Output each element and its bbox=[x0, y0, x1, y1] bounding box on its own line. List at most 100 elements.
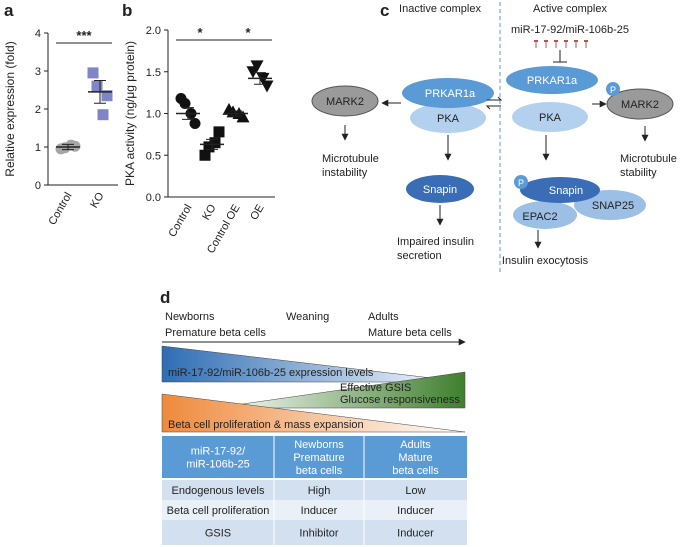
header-cell: beta cells bbox=[392, 465, 439, 477]
cell: Inducer bbox=[397, 505, 434, 517]
effect: Insulin exocytosis bbox=[502, 255, 589, 267]
stage: Adults bbox=[368, 311, 399, 323]
stage: Newborns bbox=[165, 311, 215, 323]
trend-gsis bbox=[214, 371, 466, 409]
significance: * bbox=[245, 25, 251, 40]
panel-label: a bbox=[4, 1, 14, 20]
significance: * bbox=[197, 25, 203, 40]
point bbox=[101, 90, 113, 102]
effect: Impaired insulin secretion bbox=[397, 236, 474, 262]
node-label: MARK2 bbox=[326, 96, 364, 108]
point bbox=[65, 139, 77, 151]
y-tick-label: 3 bbox=[35, 66, 41, 78]
cell: Low bbox=[405, 485, 425, 497]
epac2 bbox=[513, 201, 577, 229]
table-row bbox=[162, 500, 467, 520]
cell: Inhibitor bbox=[299, 528, 338, 540]
error-bar bbox=[254, 72, 266, 85]
cell: Inducer bbox=[301, 505, 338, 517]
line: instability bbox=[322, 167, 368, 179]
active-title: Active complex bbox=[533, 3, 607, 15]
snapin bbox=[520, 177, 600, 203]
inhibit bbox=[553, 50, 567, 63]
trend-mirna bbox=[161, 345, 466, 383]
cell: GSIS bbox=[205, 528, 231, 540]
stage: Weaning bbox=[286, 311, 329, 323]
header-cell: beta cells bbox=[296, 465, 343, 477]
error-bar bbox=[94, 80, 106, 104]
x-tick-label: OE bbox=[248, 203, 266, 223]
table-header bbox=[162, 436, 467, 478]
effect: Microtubule instability bbox=[322, 153, 379, 179]
header-cell: miR-17-92/ bbox=[191, 446, 246, 458]
x-tick-label: Control bbox=[166, 203, 194, 240]
dot-chart: a 0 1 2 3 4 Relative expression (fold) Control K… bbox=[3, 1, 118, 227]
node-label: PRKAR1a bbox=[527, 75, 578, 87]
error-bar bbox=[230, 110, 242, 117]
trend-label: Effective GSIS Glucose responsiveness bbox=[340, 382, 460, 406]
node-label: Snapin bbox=[549, 185, 583, 197]
point bbox=[209, 137, 221, 149]
point bbox=[189, 118, 201, 130]
line: stability bbox=[620, 167, 657, 179]
point bbox=[213, 126, 225, 138]
phospho bbox=[606, 82, 620, 96]
pka-cloud bbox=[512, 102, 588, 132]
line: Microtubule bbox=[620, 153, 677, 165]
phospho bbox=[514, 175, 528, 189]
panel-label: b bbox=[122, 1, 132, 20]
point bbox=[97, 109, 109, 121]
hairpins bbox=[534, 40, 588, 48]
error-bar bbox=[62, 143, 74, 151]
prkar1a-cloud bbox=[506, 66, 598, 94]
point bbox=[87, 67, 99, 79]
dot-chart: b 0.0 0.5 1.0 1.5 2.0 PKA activity (ng/μg prot… bbox=[122, 1, 275, 256]
node-label: Snapin bbox=[423, 184, 457, 196]
node-label: EPAC2 bbox=[522, 211, 557, 223]
mark2 bbox=[311, 85, 379, 117]
y-axis-label: Relative expression (fold) bbox=[3, 41, 17, 176]
header-cell: Adults bbox=[400, 439, 431, 451]
snapin bbox=[406, 175, 474, 203]
equilibrium bbox=[485, 96, 503, 110]
node-label: SNAP25 bbox=[592, 200, 634, 212]
line: Impaired insulin bbox=[397, 236, 474, 248]
header-cell: miR-106b-25 bbox=[186, 459, 250, 471]
y-tick-label: 0.5 bbox=[146, 150, 161, 162]
stage-cells: Premature beta cells bbox=[165, 327, 266, 339]
cell: Inducer bbox=[397, 528, 434, 540]
line: secretion bbox=[397, 250, 442, 262]
node-label: MARK2 bbox=[621, 99, 659, 111]
cell: High bbox=[308, 485, 331, 497]
error-bar bbox=[206, 138, 218, 150]
table-row bbox=[162, 520, 467, 545]
inactive-title: Inactive complex bbox=[399, 3, 481, 15]
effect: Microtubule stability bbox=[620, 153, 677, 179]
x-tick-label: Control bbox=[46, 191, 74, 228]
mark2 bbox=[606, 88, 674, 120]
y-tick-label: 1.0 bbox=[146, 109, 161, 121]
y-tick-label: 1 bbox=[35, 142, 41, 154]
point bbox=[179, 97, 191, 109]
point bbox=[203, 141, 215, 153]
phospho-label: P bbox=[610, 85, 616, 95]
error-bar bbox=[182, 107, 194, 120]
trend-proliferation bbox=[161, 393, 466, 433]
line: Microtubule bbox=[322, 153, 379, 165]
panel-label: d bbox=[160, 288, 170, 307]
cell: Beta cell proliferation bbox=[167, 505, 270, 517]
mirna-label: miR-17-92/miR-106b-25 bbox=[511, 24, 629, 36]
line: Glucose responsiveness bbox=[340, 394, 460, 406]
y-tick-label: 1.5 bbox=[146, 67, 161, 79]
point bbox=[91, 80, 103, 92]
node-label: PKA bbox=[437, 113, 460, 125]
significance: *** bbox=[76, 28, 92, 43]
stage-cells: Mature beta cells bbox=[368, 327, 452, 339]
y-tick-label: 4 bbox=[35, 28, 41, 40]
y-tick-label: 0.0 bbox=[146, 192, 161, 204]
header-cell: Mature bbox=[398, 452, 432, 464]
point bbox=[199, 149, 211, 161]
header-cell: Newborns bbox=[294, 439, 344, 451]
prkar1a-cloud bbox=[402, 78, 494, 108]
